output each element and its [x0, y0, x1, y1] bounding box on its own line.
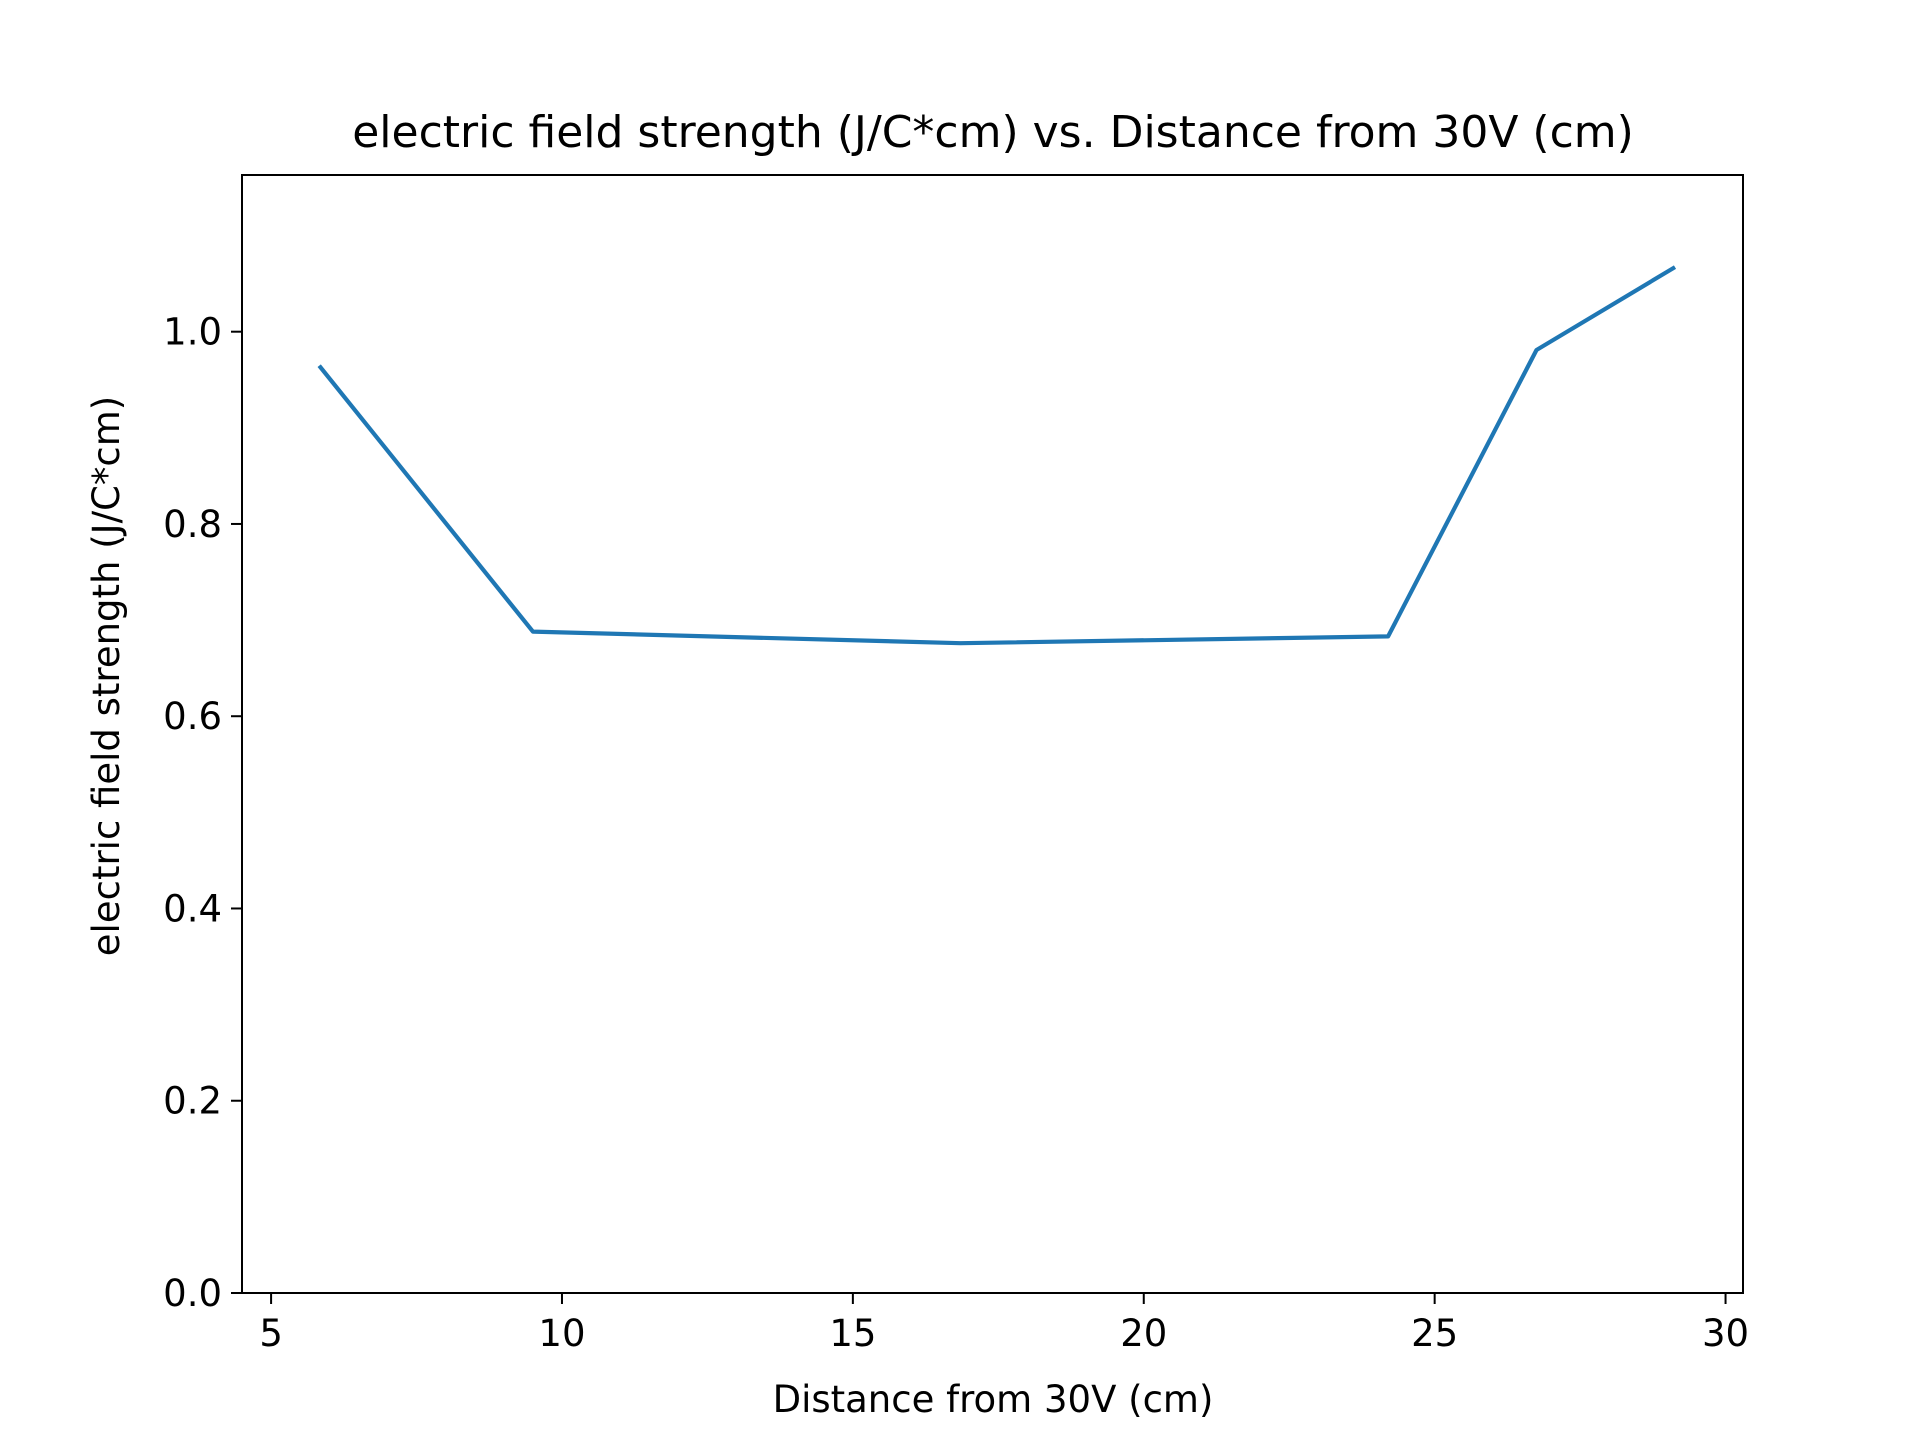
- y-tick-label: 0.2: [163, 1080, 222, 1123]
- x-tick-label: 25: [1411, 1312, 1458, 1355]
- y-axis-label: electric field strength (J/C*cm): [85, 396, 128, 956]
- y-tick-label: 0.8: [163, 503, 222, 546]
- x-axis-label: Distance from 30V (cm): [773, 1378, 1214, 1421]
- y-tick-label: 0.0: [163, 1272, 222, 1315]
- plot-area: 5 10 15 20 25 30 0.0 0.2 0.4 0.6 0.8 1.0: [163, 174, 1749, 1355]
- x-tick-label: 5: [259, 1312, 283, 1355]
- y-tick-label: 0.6: [163, 695, 222, 738]
- x-tick-label: 20: [1120, 1312, 1167, 1355]
- axes-frame: [241, 174, 1744, 1294]
- x-tick-label: 30: [1702, 1312, 1749, 1355]
- x-tick-label: 10: [538, 1312, 585, 1355]
- y-tick-label: 1.0: [163, 311, 222, 354]
- chart-title: electric field strength (J/C*cm) vs. Dis…: [352, 107, 1634, 158]
- series-line-0: [317, 265, 1677, 646]
- y-tick-label: 0.4: [163, 887, 222, 930]
- x-tick-label: 15: [829, 1312, 876, 1355]
